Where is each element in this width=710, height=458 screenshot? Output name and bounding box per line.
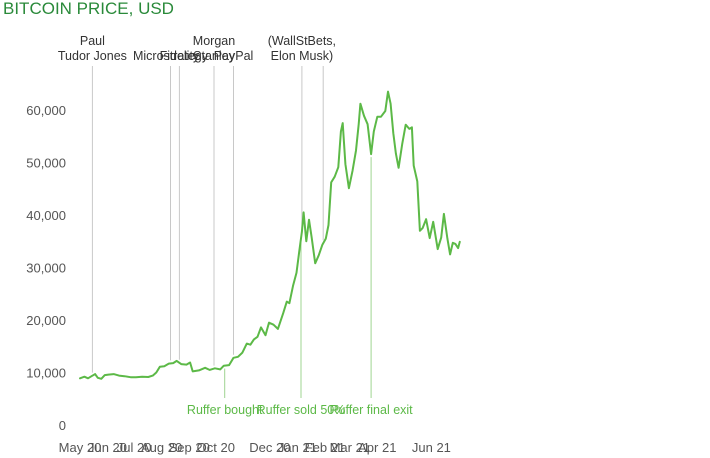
event-label: Paul bbox=[80, 34, 105, 48]
price-series-line bbox=[79, 90, 461, 380]
y-tick-label: 60,000 bbox=[26, 103, 66, 118]
x-tick-label: Apr 21 bbox=[358, 440, 396, 455]
y-tick-label: 30,000 bbox=[26, 261, 66, 276]
x-tick-label: Aug 20 bbox=[141, 440, 182, 455]
x-tick-label: Mar 21 bbox=[330, 440, 370, 455]
event-label: Microstrategy bbox=[133, 49, 209, 63]
ruffer-label: Ruffer sold 50% bbox=[257, 403, 346, 417]
chart-title: BITCOIN PRICE, USD bbox=[3, 0, 174, 18]
x-tick-label: Jul 20 bbox=[117, 440, 152, 455]
y-axis: 0 10,000 20,000 30,000 40,000 50,000 60,000 bbox=[26, 103, 66, 433]
event-label: PayPal bbox=[214, 49, 254, 63]
x-tick-label: Dec 20 bbox=[249, 440, 290, 455]
x-tick-label: Jan 21 bbox=[278, 440, 317, 455]
ruffer-lines bbox=[224, 157, 372, 398]
ruffer-label: Ruffer final exit bbox=[330, 403, 414, 417]
y-tick-label: 20,000 bbox=[26, 313, 66, 328]
x-tick-label: Sep 20 bbox=[169, 440, 210, 455]
x-tick-label: Feb 21 bbox=[305, 440, 345, 455]
x-tick-label: Oct 20 bbox=[197, 440, 235, 455]
event-label: Stanley bbox=[193, 49, 235, 63]
y-tick-label: 50,000 bbox=[26, 156, 66, 171]
event-lines bbox=[91, 66, 324, 373]
y-tick-label: 40,000 bbox=[26, 208, 66, 223]
x-tick-label: Jun 21 bbox=[412, 440, 451, 455]
x-tick-label: May 20 bbox=[59, 440, 102, 455]
event-label: Elon Musk) bbox=[271, 49, 334, 63]
x-tick-label: Jun 20 bbox=[88, 440, 127, 455]
event-label: (WallStBets, bbox=[268, 34, 336, 48]
y-tick-label: 10,000 bbox=[26, 366, 66, 381]
ruffer-label: Ruffer bought bbox=[187, 403, 263, 417]
event-label: Tudor Jones bbox=[58, 49, 127, 63]
event-label: Morgan bbox=[193, 34, 235, 48]
event-label: Fidelity bbox=[160, 49, 200, 63]
y-tick-label: 0 bbox=[59, 418, 66, 433]
